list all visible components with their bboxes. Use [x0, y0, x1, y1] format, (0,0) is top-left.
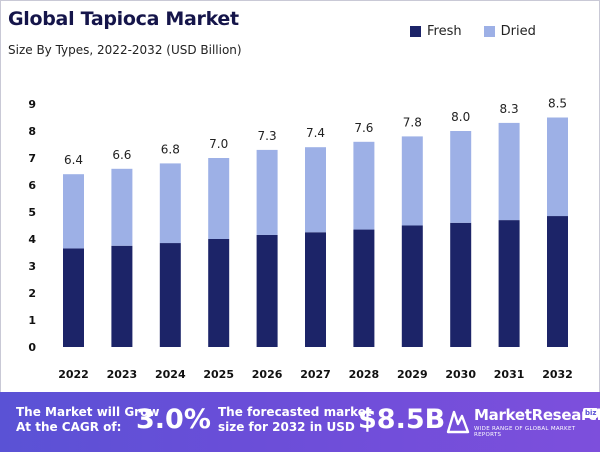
- cagr-label: The Market will Grow At the CAGR of:: [16, 405, 159, 435]
- data-label-total: 7.6: [354, 121, 373, 135]
- y-tick-label: 4: [28, 233, 36, 246]
- y-tick-label: 8: [28, 125, 36, 138]
- bar-fresh-2031: [498, 220, 520, 347]
- data-label-total: 7.0: [209, 137, 228, 151]
- bar-dried-2022: [63, 174, 84, 249]
- x-tick-label: 2026: [252, 368, 283, 381]
- cagr-value: 3.0%: [136, 404, 211, 435]
- legend: Fresh Dried: [410, 24, 536, 39]
- bar-dried-2028: [353, 141, 375, 230]
- cagr-label-line2: At the CAGR of:: [16, 420, 122, 434]
- bar-dried-2024: [159, 163, 181, 244]
- data-label-total: 8.5: [548, 97, 567, 111]
- forecast-value: $8.5B: [358, 404, 446, 435]
- brand-name: MarketResearch: [474, 406, 600, 424]
- chart-subtitle: Size By Types, 2022-2032 (USD Billion): [8, 43, 242, 57]
- bar-fresh-2030: [450, 222, 472, 347]
- cagr-label-line1: The Market will Grow: [16, 405, 160, 419]
- legend-item-dried: Dried: [483, 24, 536, 39]
- bar-dried-2030: [450, 131, 472, 223]
- x-tick-label: 2032: [542, 368, 573, 381]
- data-label-total: 7.4: [306, 126, 325, 140]
- bar-dried-2023: [111, 168, 133, 246]
- bar-fresh-2027: [305, 232, 326, 347]
- x-tick-label: 2027: [300, 368, 331, 381]
- data-label-total: 7.8: [403, 115, 422, 129]
- x-tick-label: 2023: [107, 368, 138, 381]
- forecast-label-line2: size for 2032 in USD: [218, 420, 355, 434]
- data-label-total: 6.4: [64, 153, 83, 167]
- chart-title: Global Tapioca Market: [8, 8, 239, 30]
- bar-fresh-2032: [547, 216, 568, 347]
- y-tick-label: 2: [28, 287, 36, 300]
- bar-fresh-2029: [401, 225, 423, 347]
- y-tick-label: 1: [28, 314, 36, 327]
- bar-dried-2032: [547, 117, 568, 217]
- data-label-total: 6.6: [112, 148, 131, 162]
- bar-fresh-2023: [111, 245, 133, 347]
- x-tick-label: 2029: [397, 368, 428, 381]
- data-label-total: 8.0: [451, 110, 470, 124]
- bar-fresh-2028: [353, 229, 375, 347]
- y-tick-label: 3: [28, 260, 36, 273]
- x-tick-label: 2025: [203, 368, 234, 381]
- stacked-bar-chart: 0 1 2 3 4 5 6 7 8 9 6.4 2022 6.6 2023 6.8 2024 7.0 2025 7.…: [28, 97, 573, 382]
- footer-banner: The Market will Grow At the CAGR of: 3.0…: [0, 392, 600, 452]
- y-tick-label: 9: [28, 98, 36, 111]
- bar-dried-2031: [498, 122, 520, 221]
- legend-label-fresh: Fresh: [427, 24, 462, 39]
- bar-fresh-2026: [256, 234, 278, 347]
- bar-dried-2027: [305, 147, 326, 233]
- legend-item-fresh: Fresh: [410, 24, 462, 39]
- brand-tagline: WIDE RANGE OF GLOBAL MARKET REPORTS: [474, 426, 576, 438]
- y-tick-label: 7: [28, 152, 36, 165]
- bar-dried-2029: [401, 136, 423, 226]
- x-tick-label: 2028: [349, 368, 380, 381]
- brand-suffix: biz: [583, 408, 599, 418]
- forecast-label-line1: The forecasted market: [218, 405, 372, 419]
- x-tick-label: 2024: [155, 368, 186, 381]
- data-label-total: 6.8: [161, 142, 180, 156]
- brand-logo-icon: [446, 410, 470, 434]
- forecast-label: The forecasted market size for 2032 in U…: [218, 405, 372, 435]
- x-tick-label: 2031: [494, 368, 525, 381]
- bar-fresh-2022: [63, 248, 84, 347]
- y-tick-label: 6: [28, 179, 36, 192]
- bar-dried-2026: [256, 149, 278, 235]
- bar-dried-2025: [208, 158, 230, 239]
- legend-swatch-dried: [483, 26, 495, 37]
- bar-fresh-2025: [208, 239, 230, 347]
- legend-swatch-fresh: [410, 26, 421, 37]
- x-tick-label: 2030: [445, 368, 476, 381]
- legend-label-dried: Dried: [500, 24, 536, 39]
- data-label-total: 8.3: [500, 102, 519, 116]
- data-label-total: 7.3: [258, 129, 277, 143]
- y-tick-label: 0: [28, 341, 36, 354]
- x-tick-label: 2022: [58, 368, 89, 381]
- bar-fresh-2024: [159, 243, 181, 347]
- y-tick-label: 5: [28, 206, 36, 219]
